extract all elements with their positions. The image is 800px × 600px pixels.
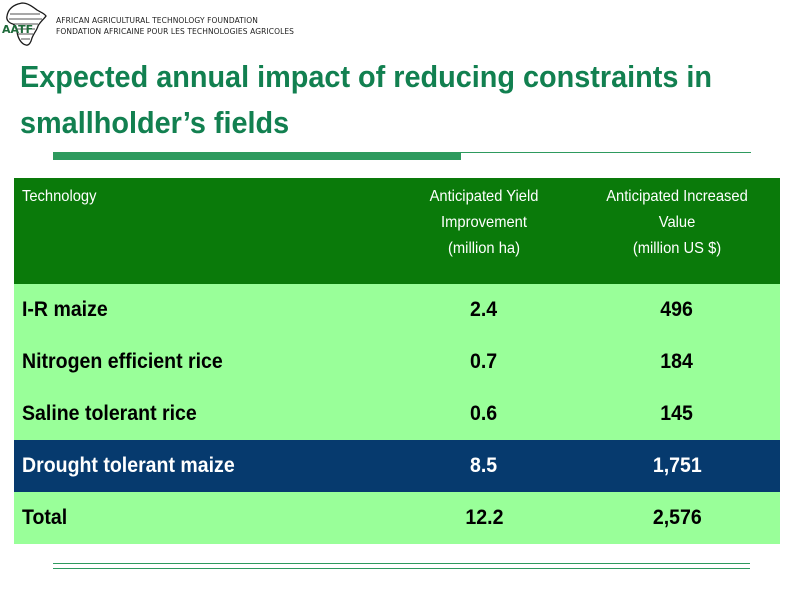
title-underline-thin: [461, 152, 751, 153]
cell-yield: 12.2: [464, 506, 504, 529]
logo-line-french: FONDATION AFRICAINE POUR LES TECHNOLOGIE…: [56, 27, 295, 36]
table-row-drought-tolerant-maize: Drought tolerant maize 8.5 1,751: [14, 440, 780, 492]
cell-technology: Drought tolerant maize: [22, 454, 235, 477]
cell-technology: Total: [22, 506, 68, 529]
aatf-logo: AATF AFRICAN AGRICULTURAL TECHNOLOGY FOU…: [0, 0, 294, 48]
table-row-total: Total 12.2 2,576: [14, 492, 780, 544]
cell-value: 145: [660, 402, 694, 425]
africa-map-icon: AATF: [2, 2, 47, 46]
footer-rule-bottom: [53, 568, 750, 569]
cell-yield: 2.4: [470, 298, 498, 321]
cell-value: 496: [660, 298, 694, 321]
header-yield-improvement: Anticipated Yield Improvement (million h…: [429, 188, 539, 257]
cell-value: 184: [660, 350, 694, 373]
table-row-saline-tolerant-rice: Saline tolerant rice 0.6 145: [14, 388, 780, 440]
cell-yield: 8.5: [470, 454, 498, 477]
logo-abbr: AATF: [2, 23, 33, 36]
logo-text: AFRICAN AGRICULTURAL TECHNOLOGY FOUNDATI…: [56, 15, 294, 37]
cell-technology: I-R maize: [22, 298, 108, 321]
cell-technology: Saline tolerant rice: [22, 402, 197, 425]
cell-technology: Nitrogen efficient rice: [22, 350, 223, 373]
slide-title: Expected annual impact of reducing const…: [20, 59, 713, 140]
footer-rule-top: [53, 563, 750, 564]
cell-yield: 0.6: [470, 402, 498, 425]
cell-yield: 0.7: [470, 350, 498, 373]
table-row-nitrogen-efficient-rice: Nitrogen efficient rice 0.7 184: [14, 336, 780, 388]
cell-value: 1,751: [652, 454, 702, 477]
title-underline-thick: [53, 152, 461, 160]
cell-value: 2,576: [652, 506, 702, 529]
header-increased-value: Anticipated Increased Value (million US …: [606, 188, 748, 257]
table-header-row: Technology Anticipated Yield Improvement…: [14, 178, 780, 284]
impact-table: Technology Anticipated Yield Improvement…: [14, 178, 780, 544]
table-row-ir-maize: I-R maize 2.4 496: [14, 284, 780, 336]
logo-line-english: AFRICAN AGRICULTURAL TECHNOLOGY FOUNDATI…: [56, 16, 258, 25]
header-technology: Technology: [22, 188, 97, 205]
